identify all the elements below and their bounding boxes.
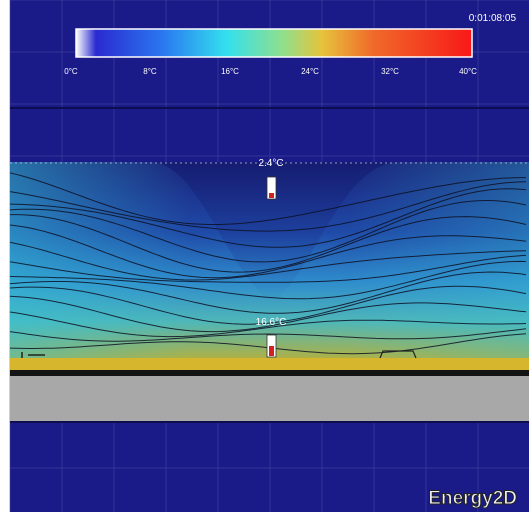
thermometer-top-label: 2.4°C bbox=[258, 158, 283, 169]
heating-strip bbox=[10, 358, 529, 370]
scale-tick-3: 24°C bbox=[301, 67, 319, 76]
black-layer bbox=[10, 370, 529, 376]
ground-layer bbox=[10, 376, 529, 422]
isotherm-line bbox=[10, 328, 527, 342]
isotherm-line bbox=[10, 260, 527, 300]
color-scale-bar bbox=[75, 28, 473, 58]
scale-tick-2: 16°C bbox=[221, 67, 239, 76]
isotherm-line bbox=[10, 311, 527, 338]
isotherm-line bbox=[10, 188, 527, 248]
isotherm-line bbox=[10, 254, 527, 283]
scale-tick-4: 32°C bbox=[381, 67, 399, 76]
thermometer-bottom-label: 16.6°C bbox=[256, 317, 287, 328]
thermometer-top-icon bbox=[266, 176, 277, 200]
isotherm-lines bbox=[10, 172, 527, 355]
strip-bump bbox=[379, 350, 417, 359]
scale-tick-0: 0°C bbox=[64, 67, 78, 76]
isotherm-line bbox=[10, 285, 527, 325]
thermometer-top[interactable]: 2.4°C bbox=[258, 158, 284, 200]
scale-tick-1: 8°C bbox=[143, 67, 157, 76]
thermometer-bottom[interactable]: 16.6°C bbox=[256, 317, 287, 358]
isotherm-line bbox=[10, 214, 527, 273]
scale-tick-5: 40°C bbox=[459, 67, 477, 76]
isotherm-line bbox=[10, 271, 527, 314]
brand-logo: Energy2D bbox=[428, 488, 517, 509]
isotherm-line bbox=[10, 200, 527, 263]
strip-marker bbox=[21, 352, 45, 358]
isotherm-line bbox=[10, 241, 527, 281]
timer: 0:01:08:05 bbox=[469, 13, 517, 24]
isotherm-line bbox=[10, 172, 526, 225]
isotherm-line bbox=[10, 181, 527, 232]
isotherm-line bbox=[10, 224, 527, 279]
isotherm-line bbox=[10, 295, 527, 333]
color-scale: 0°C 8°C 16°C 24°C 32°C 40°C bbox=[64, 28, 477, 76]
